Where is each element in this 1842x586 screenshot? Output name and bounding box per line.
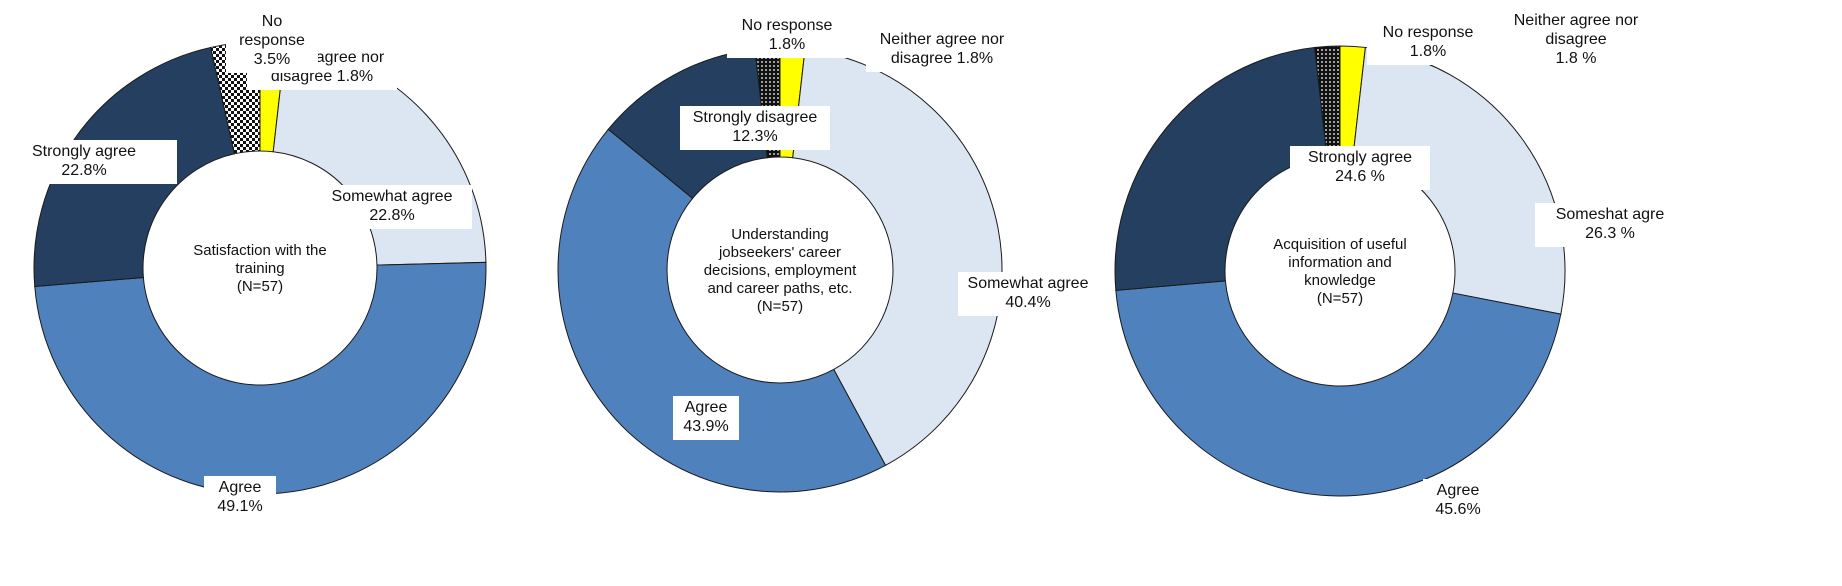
data-label-agree: Agree 45.6% xyxy=(1423,479,1493,523)
data-label-strongly-agree: Strongly agree 22.8% xyxy=(0,140,177,184)
data-label-strongly-disagree: Strongly disagree 12.3% xyxy=(680,106,830,150)
slice-agree xyxy=(34,261,487,495)
donut-chart-satisfaction: Satisfaction with the training (N=57)Neith… xyxy=(0,10,487,520)
data-label-no-response: No response 1.8% xyxy=(727,14,847,58)
donut-chart-understanding: Understanding jobseekers' career decisions… xyxy=(557,14,1098,493)
center-label: Acquisition of useful information and know… xyxy=(1273,236,1406,307)
center-label: Satisfaction with the training (N=57) xyxy=(193,242,326,295)
slice-somewhat-agree xyxy=(792,48,1003,466)
slice-agree xyxy=(1115,280,1562,497)
slice-agree xyxy=(557,128,887,493)
data-label-somewhat-agree: Somewhat agree 40.4% xyxy=(958,272,1098,316)
data-label-neither: Neither agree nor disagree 1.8 % xyxy=(1486,9,1666,72)
data-label-neither: Neither agree nor disagree 1.8% xyxy=(866,28,1018,72)
data-label-somewhat-agree: Someshat agre 26.3 % xyxy=(1535,203,1685,247)
data-label-agree: Agree 49.1% xyxy=(204,476,276,520)
slice-strongly-agree xyxy=(1114,46,1328,291)
data-label-somewhat-agree: Somewhat agree 22.8% xyxy=(312,185,472,229)
data-label-no-response: No response 3.5% xyxy=(226,10,318,73)
center-label: Understanding jobseekers' career decisions… xyxy=(704,226,857,315)
data-label-strongly-agree: Strongly agree 24.6 % xyxy=(1290,146,1430,190)
donut-chart-acquisition: Acquisition of useful information and know… xyxy=(1114,9,1685,523)
data-label-no-response: No response 1.8% xyxy=(1367,21,1489,65)
data-label-agree: Agree 43.9% xyxy=(673,396,739,440)
